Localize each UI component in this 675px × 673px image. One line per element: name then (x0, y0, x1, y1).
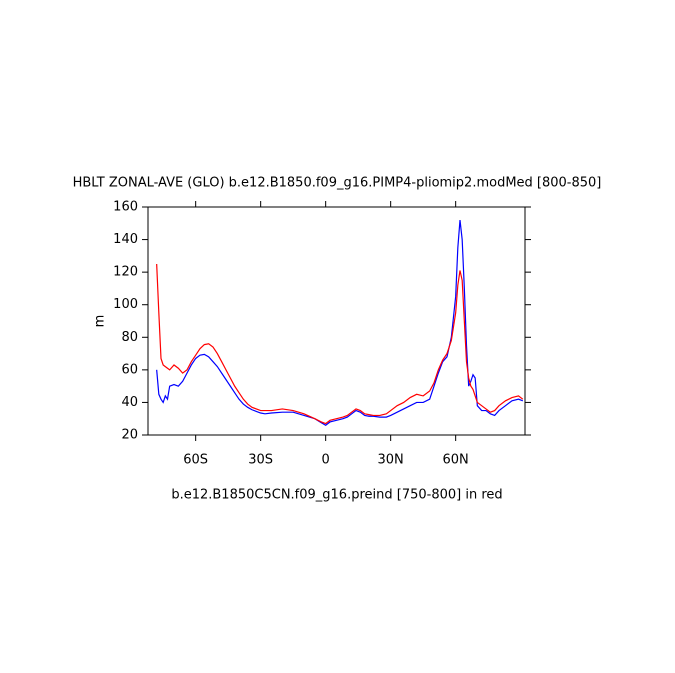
y-tick-label: 60 (121, 362, 138, 377)
x-tick-label: 30N (378, 453, 404, 468)
plot-frame (147, 206, 526, 436)
x-tick-label: 0 (322, 453, 330, 468)
y-tick-label: 40 (121, 395, 138, 410)
data-line (156, 263, 524, 425)
chart-title: HBLT ZONAL-AVE (GLO) b.e12.B1850.f09_g16… (73, 176, 602, 191)
data-line (156, 219, 524, 426)
x-tick-label: 60N (443, 453, 469, 468)
y-tick-label: 80 (121, 330, 138, 345)
x-axis-label: b.e12.B1850C5CN.f09_g16.preind [750-800]… (171, 488, 502, 503)
y-tick-label: 140 (113, 232, 138, 247)
x-tick-label: 60S (183, 453, 208, 468)
y-tick-label: 100 (113, 297, 138, 312)
x-tick-label: 30S (248, 453, 273, 468)
y-tick-label: 20 (121, 428, 138, 443)
y-axis-label: m (93, 315, 108, 328)
y-tick-label: 120 (113, 265, 138, 280)
y-tick-label: 160 (113, 200, 138, 215)
